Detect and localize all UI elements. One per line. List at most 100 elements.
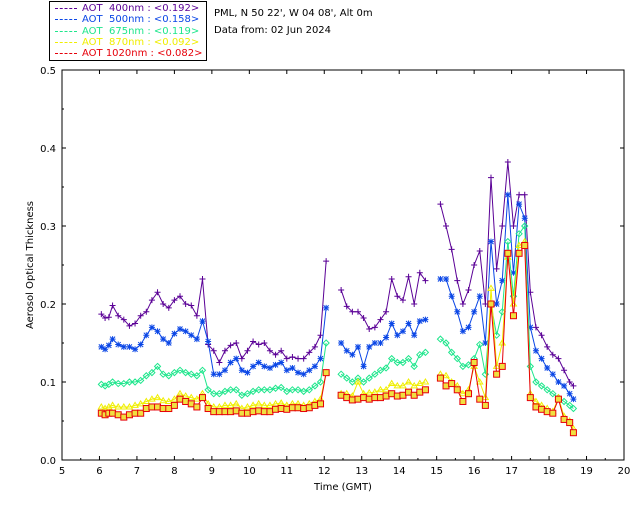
data-point — [255, 341, 262, 348]
data-point — [322, 339, 330, 347]
series-1 — [98, 191, 577, 403]
data-point — [443, 276, 450, 283]
data-point — [148, 368, 156, 377]
data-point — [148, 297, 155, 304]
data-point — [487, 300, 495, 308]
data-point — [354, 378, 362, 385]
y-tick-label: 0.4 — [40, 144, 56, 155]
data-point — [416, 269, 423, 276]
legend-item-870nm: AOT 870nm : <0.092> — [50, 36, 206, 50]
data-point — [216, 371, 223, 378]
data-point — [566, 419, 574, 427]
x-tick-label: 8 — [171, 466, 177, 477]
data-point — [199, 276, 206, 283]
data-point — [109, 409, 117, 417]
data-point — [377, 316, 384, 323]
data-point — [187, 400, 195, 408]
data-point — [114, 379, 122, 388]
data-point — [399, 297, 406, 304]
data-point — [254, 399, 263, 407]
data-point — [250, 363, 257, 370]
data-point — [442, 339, 450, 347]
data-point — [102, 346, 109, 353]
data-point — [249, 387, 257, 396]
data-point — [216, 359, 223, 366]
data-point — [198, 366, 207, 375]
data-point — [232, 399, 241, 407]
x-tick-label: 19 — [580, 466, 593, 477]
data-point — [365, 395, 373, 403]
data-point — [126, 322, 133, 329]
x-axis-title: Time (GMT) — [313, 482, 372, 493]
data-point — [249, 408, 257, 416]
data-point — [137, 409, 145, 417]
data-point — [176, 395, 184, 403]
data-point — [238, 355, 245, 362]
data-point — [499, 277, 506, 284]
data-point — [481, 401, 489, 409]
data-point — [376, 394, 384, 402]
data-point — [143, 308, 150, 315]
legend-swatch — [55, 41, 77, 43]
data-point — [554, 395, 562, 403]
data-point — [288, 386, 297, 394]
data-point — [300, 405, 308, 413]
data-point — [238, 367, 245, 374]
legend-swatch-675nm — [55, 30, 77, 32]
data-point — [98, 311, 105, 318]
data-point — [305, 386, 313, 394]
data-point — [399, 328, 406, 335]
data-point — [272, 361, 279, 368]
data-point — [205, 338, 212, 345]
data-point — [148, 324, 155, 331]
data-point — [306, 349, 313, 356]
data-point — [109, 336, 116, 343]
data-point — [532, 403, 540, 411]
data-point — [105, 314, 112, 321]
data-point — [383, 308, 390, 315]
data-point — [404, 378, 413, 385]
data-point — [132, 346, 139, 353]
data-point — [154, 403, 162, 411]
data-point — [393, 358, 402, 367]
data-point — [532, 378, 540, 386]
data-point — [260, 401, 269, 408]
x-tick-label: 11 — [280, 466, 293, 477]
series-line — [101, 307, 327, 375]
legend-label-400nm: AOT 400nm : <0.192> — [82, 3, 200, 14]
data-point — [119, 402, 128, 410]
data-point — [323, 258, 330, 265]
data-point — [316, 378, 325, 386]
data-point — [570, 396, 577, 403]
data-point — [295, 355, 302, 362]
data-point — [227, 342, 234, 349]
data-point — [410, 381, 419, 389]
data-point — [504, 237, 512, 246]
data-point — [349, 308, 356, 315]
data-point — [437, 201, 444, 208]
data-point — [105, 342, 112, 349]
data-point — [399, 381, 407, 389]
data-point — [266, 364, 273, 371]
data-point — [278, 347, 285, 354]
data-point — [459, 398, 467, 405]
data-point — [233, 355, 240, 362]
data-point — [343, 374, 351, 382]
data-point — [136, 399, 145, 407]
data-point — [448, 380, 456, 388]
x-tick-label: 14 — [393, 466, 406, 477]
data-point — [343, 347, 350, 354]
data-point — [221, 367, 228, 374]
data-point — [377, 340, 384, 346]
data-point — [382, 364, 390, 372]
data-point — [131, 401, 139, 408]
legend-label-675nm: AOT 675nm : <0.119> — [82, 25, 200, 37]
data-point — [171, 330, 178, 337]
series-4 — [97, 242, 577, 437]
data-point — [125, 411, 133, 419]
data-point — [153, 362, 162, 371]
data-point — [421, 386, 429, 394]
data-point — [306, 367, 313, 374]
data-point — [338, 286, 345, 293]
